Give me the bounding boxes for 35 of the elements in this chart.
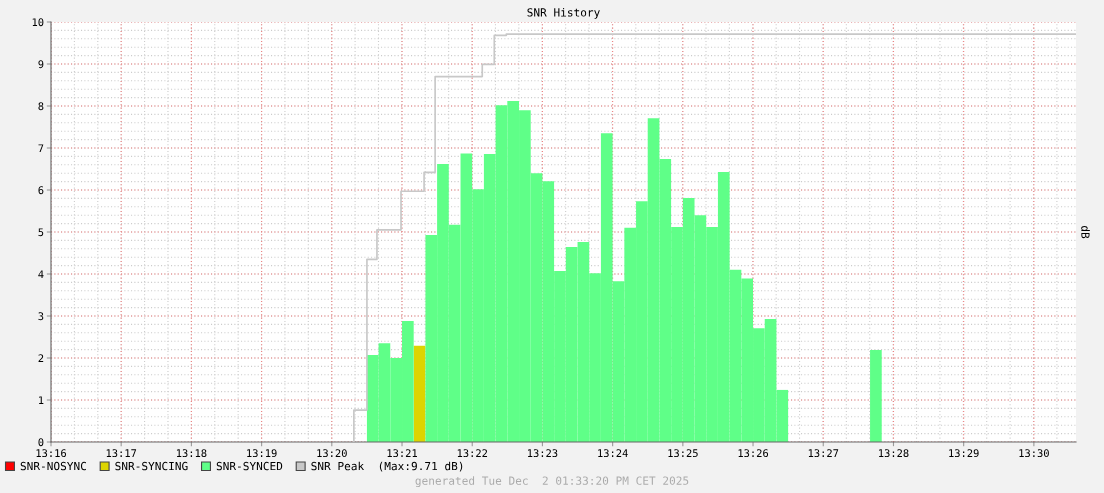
x-tick-label: 13:27 [808,449,839,458]
y-tick-label: 1 [39,396,44,404]
bar [870,350,882,442]
bar [413,345,426,442]
y-tick-label: 2 [38,354,44,362]
x-tick-label: 13:20 [317,449,347,458]
legend-label: SNR-NOSYNC [20,461,86,471]
y-tick-label: 3 [38,312,44,321]
y-tick-label: 9 [38,60,44,69]
chart-title: SNR History [527,8,600,19]
x-tick-label: 13:16 [36,449,66,458]
x-tick-label: 13:30 [1019,449,1049,458]
x-tick-label: 13:18 [176,449,207,458]
legend-label: SNR Peak (Max:9.71 dB) [311,461,463,472]
y-tick-label: 8 [38,102,44,111]
x-tick-label: 13:25 [668,449,698,458]
y-axis-title: dB [1081,225,1090,239]
x-tick-label: 13:23 [527,449,558,458]
y-tick-label: 7 [38,144,44,152]
x-tick-label: 13:29 [949,449,979,458]
x-tick-label: 13:17 [106,449,137,458]
x-tick-label: 13:19 [247,449,277,458]
y-tick-label: 4 [38,270,44,278]
legend-label: SNR-SYNCED [216,461,283,471]
y-tick-label: 0 [38,438,44,447]
x-tick-label: 13:24 [598,449,628,458]
x-tick-label: 13:21 [387,449,417,458]
x-tick-label: 13:26 [738,449,769,458]
x-tick-label: 13:28 [879,449,909,458]
y-tick-label: 10 [32,18,44,27]
x-tick-label: 13:22 [457,449,488,458]
y-tick-label: 5 [38,228,44,237]
text: generated Tue Dec 2 01:33:20 PM CET 2025 [415,476,689,488]
y-tick-label: 6 [38,186,44,195]
legend-label: SNR-SYNCING [115,461,188,471]
